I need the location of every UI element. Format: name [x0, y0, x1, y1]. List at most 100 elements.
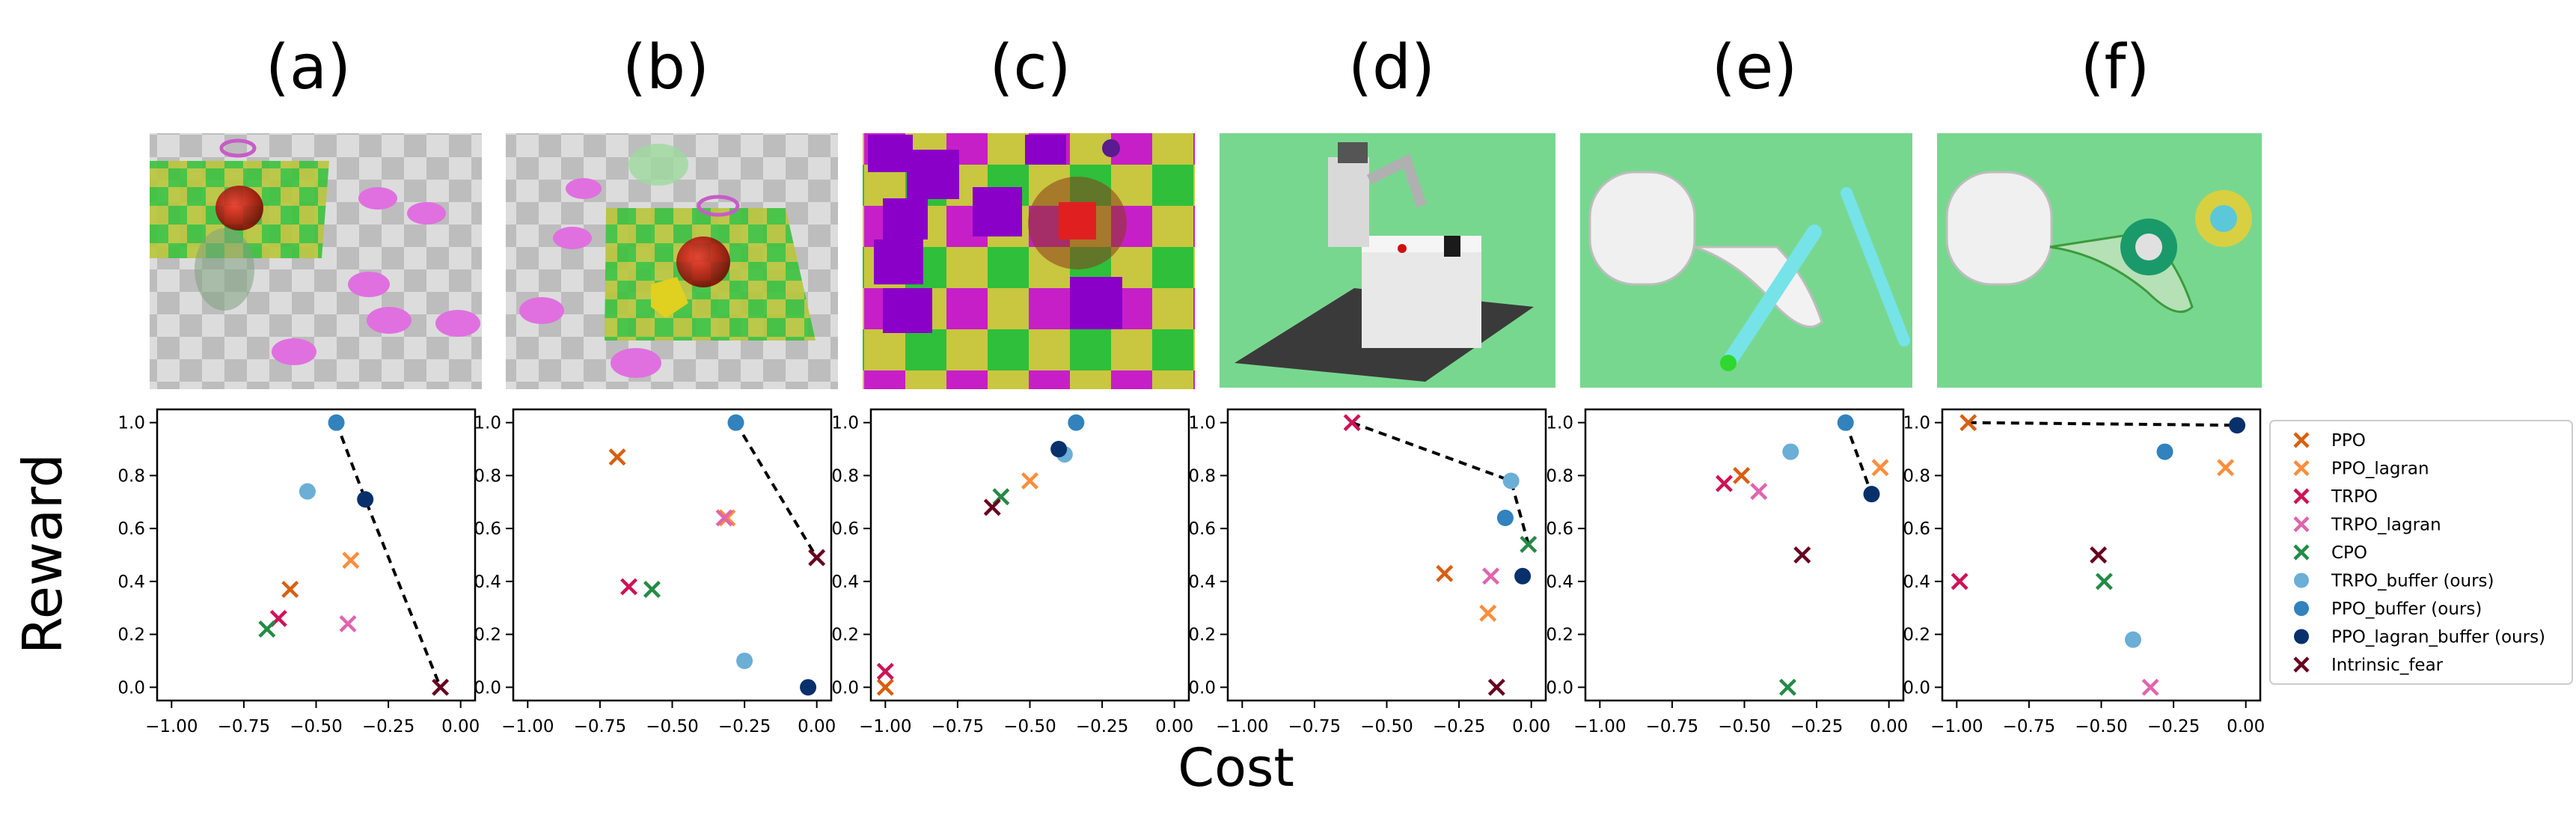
- data-point: [1959, 414, 1977, 432]
- y-tick-label: 0.2: [1903, 626, 1930, 645]
- data-point: [1733, 466, 1751, 484]
- data-point: [800, 679, 817, 696]
- scene-image-e: [1580, 133, 1912, 388]
- x-tick-label: −0.25: [1076, 717, 1128, 736]
- legend-label: PPO: [2331, 431, 2366, 451]
- pareto-frontier-line: [1351, 421, 1530, 545]
- y-tick-label: 0.6: [474, 519, 501, 539]
- x-tick-label: −0.25: [362, 717, 414, 736]
- y-tick-label: 0.6: [117, 519, 145, 539]
- x-tick-label: 0.00: [798, 717, 836, 736]
- legend-marker: [2293, 544, 2310, 561]
- x-tick-label: −0.25: [2147, 717, 2200, 736]
- scatter-panel: −1.00 −0.75 −0.50 −0.25 0.00 0.0 0.2 0.4 0.6 0.8 1…: [1188, 408, 1550, 736]
- legend-frame: [2269, 420, 2573, 685]
- x-tick-label: −0.25: [1433, 717, 1485, 736]
- data-point: [1482, 567, 1500, 585]
- y-tick-label: 0.0: [1188, 678, 1216, 698]
- legend-marker: [2293, 656, 2310, 673]
- axes-frame: [1941, 408, 2262, 702]
- legend-marker: [2293, 432, 2310, 448]
- y-axis-label: Reward: [11, 454, 74, 654]
- data-point: [1487, 678, 1505, 696]
- scatter-panel: −1.00 −0.75 −0.50 −0.25 0.00 0.0 0.2 0.4 0.6 0.8 1…: [117, 408, 480, 736]
- x-tick-label: −0.50: [1003, 717, 1056, 736]
- data-point: [1496, 509, 1514, 526]
- data-point: [1951, 573, 1968, 591]
- data-point: [983, 498, 1001, 516]
- y-tick-label: 0.0: [1546, 678, 1573, 698]
- data-point: [258, 620, 276, 638]
- data-point: [2156, 443, 2173, 460]
- data-point: [2217, 459, 2235, 477]
- data-point: [715, 509, 733, 527]
- x-tick-label: −0.75: [1646, 717, 1698, 736]
- data-point: [1715, 474, 1733, 492]
- data-point: [339, 614, 357, 632]
- data-point: [2229, 417, 2246, 434]
- y-tick-label: 0.2: [1546, 626, 1573, 645]
- y-tick-label: 0.2: [474, 626, 501, 645]
- y-tick-label: 0.6: [1188, 519, 1216, 539]
- data-point: [876, 662, 894, 680]
- x-tick-label: 0.00: [2227, 717, 2265, 736]
- data-point: [1514, 567, 1532, 585]
- x-tick-label: −1.00: [145, 717, 198, 736]
- y-tick-label: 0.0: [831, 678, 859, 698]
- data-point: [876, 678, 894, 696]
- legend-label: TRPO_lagran: [2331, 516, 2441, 535]
- panel-letters: (a) (b) (c) (d) (e) (f): [266, 32, 2150, 103]
- legend: PPO PPO_lagran TRPO TRPO_lagran CPO TRPO_buff…: [2269, 420, 2573, 685]
- x-tick-label: −0.75: [931, 717, 984, 736]
- x-tick-label: 0.00: [1155, 717, 1193, 736]
- axes-frame: [156, 408, 477, 702]
- x-tick-label: 0.00: [441, 717, 480, 736]
- scatter-panel: −1.00 −0.75 −0.50 −0.25 0.00 0.0 0.2 0.4 0.6 0.8 1…: [474, 408, 836, 736]
- y-tick-label: 0.8: [831, 466, 859, 486]
- pareto-frontier-line: [334, 421, 442, 689]
- y-tick-label: 0.4: [1903, 573, 1930, 592]
- y-tick-label: 1.0: [117, 414, 145, 433]
- panel-letter: (a): [266, 32, 351, 103]
- legend-marker: [2294, 573, 2309, 588]
- y-tick-label: 0.2: [117, 626, 145, 645]
- data-point: [808, 549, 826, 567]
- data-point: [299, 483, 316, 500]
- scene-image-c: [863, 133, 1195, 389]
- legend-label: TRPO: [2331, 487, 2378, 507]
- x-tick-label: −0.50: [290, 717, 342, 736]
- x-tick-label: −1.00: [859, 717, 911, 736]
- data-point: [1479, 604, 1497, 622]
- scene-image-a: [150, 133, 482, 389]
- data-point: [1863, 486, 1880, 503]
- x-axis-label: Cost: [1178, 737, 1294, 799]
- axes-frame: [869, 408, 1190, 702]
- legend-label: Intrinsic_fear: [2331, 656, 2444, 675]
- panel-letter: (c): [989, 32, 1071, 103]
- scatter-panel: −1.00 −0.75 −0.50 −0.25 0.00 0.0 0.2 0.4 0.6 0.8 1…: [831, 408, 1193, 736]
- x-tick-label: 0.00: [1512, 717, 1550, 736]
- legend-label: PPO_lagran_buffer (ours): [2331, 628, 2545, 647]
- y-tick-label: 0.8: [1546, 466, 1573, 486]
- y-tick-label: 1.0: [1903, 414, 1930, 433]
- scatter-panel: −1.00 −0.75 −0.50 −0.25 0.00 0.0 0.2 0.4 0.6 0.8 1…: [1546, 408, 1908, 736]
- y-tick-label: 0.0: [474, 678, 501, 698]
- data-point: [342, 552, 360, 570]
- y-tick-label: 0.4: [474, 573, 501, 592]
- data-point: [1502, 472, 1520, 489]
- data-point: [1782, 443, 1799, 460]
- legend-label: PPO_lagran: [2331, 460, 2429, 479]
- y-tick-label: 0.6: [1546, 519, 1573, 539]
- x-tick-label: −1.00: [501, 717, 554, 736]
- data-point: [736, 652, 753, 669]
- pareto-frontier-line: [734, 421, 819, 559]
- data-point: [608, 448, 626, 466]
- scene-image-b: [506, 133, 838, 389]
- data-point: [357, 491, 374, 508]
- y-tick-label: 0.4: [831, 573, 859, 592]
- data-point: [620, 578, 638, 596]
- x-tick-label: −0.75: [218, 717, 270, 736]
- x-tick-label: −0.50: [1718, 717, 1770, 736]
- data-point: [727, 414, 744, 431]
